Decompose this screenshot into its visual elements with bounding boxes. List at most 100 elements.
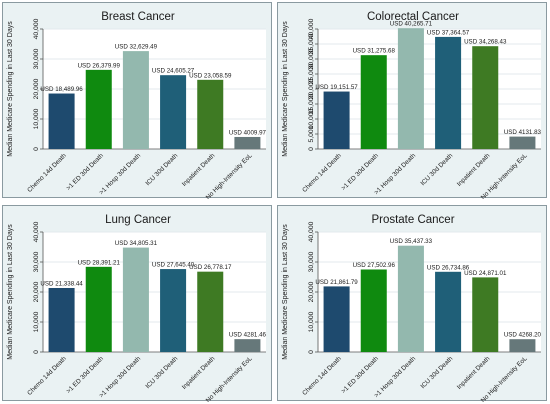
chart-panel-breast: Breast Cancer Median Medicare Spending in… — [2, 2, 272, 199]
x-tick-label: Inpatient Death — [456, 152, 492, 188]
bar — [160, 75, 187, 149]
y-tick-label: 5,000 — [308, 125, 315, 142]
chart-panel-lung: Lung Cancer Median Medicare Spending in L… — [2, 205, 272, 402]
chart-title: Breast Cancer — [101, 11, 175, 23]
data-label: USD 23,058.59 — [189, 72, 232, 79]
bar — [472, 277, 499, 352]
data-label: USD 34,805.31 — [115, 240, 158, 247]
data-label: USD 32,629.49 — [115, 44, 158, 51]
bar — [234, 339, 261, 352]
y-tick-label: 0 — [308, 350, 315, 354]
data-label: USD 19,151.57 — [315, 84, 358, 91]
bar — [397, 245, 424, 352]
y-tick-label: 30,000 — [308, 251, 315, 272]
x-tick-label: ICU 30d Death — [419, 355, 454, 390]
y-tick-label: 30,000 — [33, 251, 40, 272]
data-label: USD 35,437.33 — [390, 238, 433, 245]
y-axis-label: Median Medicare Spending in Last 30 Days — [282, 21, 289, 157]
data-label: USD 40,265.71 — [390, 21, 433, 28]
y-tick-label: 20,000 — [308, 78, 315, 99]
y-tick-label: 0 — [33, 350, 40, 354]
data-label: USD 4268.20 — [504, 332, 542, 339]
x-tick-label: Chemo 14d Death — [301, 152, 343, 194]
x-tick-label: Inpatient Death — [456, 355, 492, 391]
bar — [197, 271, 224, 352]
bar-chart-breast: Breast Cancer Median Medicare Spending in… — [7, 11, 267, 199]
x-tick-label: >1 ED 30d Death — [340, 152, 380, 192]
x-tick-label: ICU 30d Death — [144, 152, 179, 187]
data-label: USD 31,275.68 — [353, 48, 396, 55]
data-label: USD 18,489.96 — [40, 86, 83, 93]
chart-panel-colorectal: Colorectal Cancer Median Medicare Spendin… — [277, 2, 547, 199]
y-tick-label: 10,000 — [308, 108, 315, 129]
y-tick-label: 30,000 — [308, 48, 315, 69]
y-tick-label: 20,000 — [33, 281, 40, 302]
y-tick-label: 15,000 — [308, 93, 315, 114]
y-tick-label: 20,000 — [308, 281, 315, 302]
bar — [435, 36, 462, 149]
data-label: USD 21,861.79 — [315, 279, 358, 286]
y-tick-label: 0 — [308, 147, 315, 151]
chart-title: Colorectal Cancer — [367, 11, 459, 23]
bar — [160, 269, 187, 352]
x-tick-label: >1 ED 30d Death — [340, 355, 380, 395]
bar — [509, 339, 536, 352]
data-label: USD 24,605.27 — [152, 68, 195, 75]
bar — [85, 266, 112, 352]
x-tick-label: Chemo 14d Death — [301, 355, 343, 397]
bar — [48, 287, 75, 352]
data-label: USD 28,391.21 — [78, 259, 121, 266]
bar — [360, 55, 387, 149]
y-tick-label: 20,000 — [33, 78, 40, 99]
bar-chart-lung: Lung Cancer Median Medicare Spending in L… — [7, 214, 267, 402]
bar — [397, 28, 424, 150]
y-tick-label: 40,000 — [33, 18, 40, 39]
y-axis-label: Median Medicare Spending in Last 30 Days — [7, 21, 14, 157]
x-tick-label: >1 Hosp 30d Death — [98, 152, 142, 196]
bar — [435, 271, 462, 352]
data-label: USD 27,645.40 — [152, 262, 195, 269]
data-label: USD 4131.83 — [504, 129, 542, 136]
bar — [122, 247, 149, 352]
data-label: USD 37,364.57 — [427, 29, 470, 36]
bar — [323, 91, 350, 149]
bar-chart-prostate: Prostate Cancer Median Medicare Spending … — [282, 214, 542, 402]
data-label: USD 24,871.01 — [464, 270, 507, 277]
y-tick-label: 10,000 — [33, 108, 40, 129]
chart-panel-prostate: Prostate Cancer Median Medicare Spending … — [277, 205, 547, 402]
y-tick-label: 40,000 — [308, 221, 315, 242]
x-tick-label: >1 ED 30d Death — [65, 355, 105, 395]
y-tick-label: 30,000 — [33, 48, 40, 69]
data-label: USD 26,379.99 — [78, 62, 121, 69]
chart-title: Lung Cancer — [105, 214, 171, 226]
y-axis-label: Median Medicare Spending in Last 30 Days — [282, 224, 289, 360]
y-tick-label: 40,000 — [308, 18, 315, 39]
bar — [234, 136, 261, 149]
x-tick-label: Chemo 14d Death — [26, 355, 68, 397]
x-tick-label: ICU 30d Death — [419, 152, 454, 187]
data-label: USD 4281.46 — [229, 332, 267, 339]
bar — [197, 79, 224, 149]
y-tick-label: 10,000 — [308, 311, 315, 332]
y-tick-label: 35,000 — [308, 33, 315, 54]
bar — [360, 269, 387, 352]
x-tick-label: >1 Hosp 30d Death — [373, 152, 417, 196]
data-label: USD 34,268.43 — [464, 39, 507, 46]
y-tick-label: 10,000 — [33, 311, 40, 332]
x-tick-label: >1 ED 30d Death — [65, 152, 105, 192]
y-tick-label: 25,000 — [308, 63, 315, 84]
bar — [122, 51, 149, 150]
x-tick-label: Inpatient Death — [181, 355, 217, 391]
y-tick-label: 40,000 — [33, 221, 40, 242]
y-tick-label: 0 — [33, 147, 40, 151]
bar — [472, 46, 499, 149]
x-tick-label: Inpatient Death — [181, 152, 217, 188]
bar — [85, 69, 112, 149]
data-label: USD 26,734.86 — [427, 264, 470, 271]
data-label: USD 4009.97 — [229, 129, 267, 136]
data-label: USD 27,502.96 — [353, 262, 396, 269]
x-tick-label: ICU 30d Death — [144, 355, 179, 390]
x-tick-label: Chemo 14d Death — [26, 152, 68, 194]
bar — [48, 93, 75, 149]
